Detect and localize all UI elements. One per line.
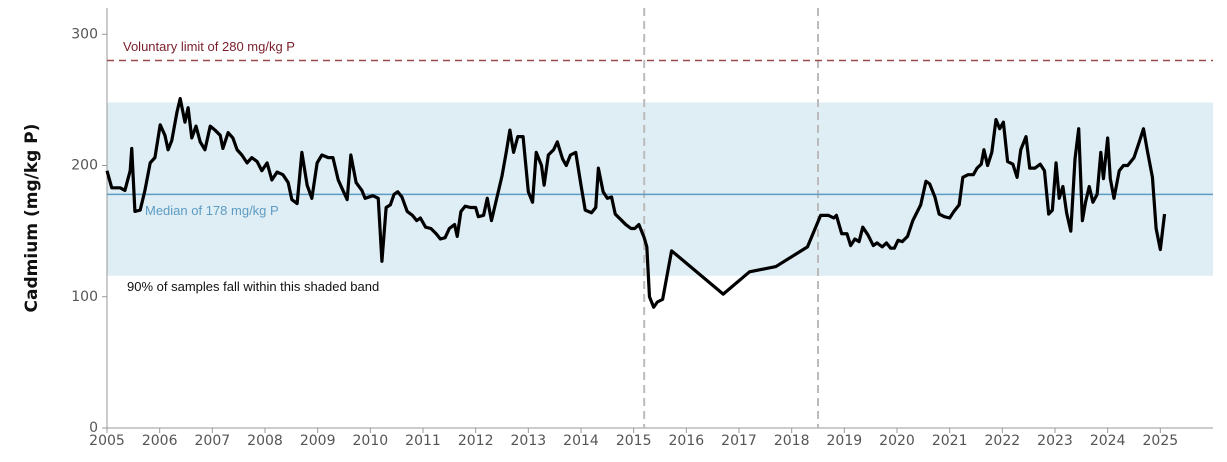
x-tick-label: 2005 [89, 433, 125, 449]
x-tick-label: 2019 [827, 433, 863, 449]
band-label: 90% of samples fall within this shaded b… [127, 279, 379, 294]
x-tick-label: 2021 [932, 433, 968, 449]
cadmium-line [105, 96, 1167, 309]
y-tick-label: 300 [71, 26, 98, 42]
x-tick-label: 2023 [1037, 433, 1073, 449]
y-tick-label: 100 [71, 289, 98, 305]
y-axis-title: Cadmium (mg/kg P) [22, 124, 42, 313]
limit-label: Voluntary limit of 280 mg/kg P [123, 39, 295, 54]
x-tick-label: 2010 [353, 433, 389, 449]
x-tick-label: 2018 [774, 433, 810, 449]
y-tick-label: 200 [71, 158, 98, 174]
x-tick-label: 2006 [142, 433, 178, 449]
x-tick-label: 2012 [458, 433, 494, 449]
x-tick-label: 2022 [985, 433, 1021, 449]
x-tick-label: 2025 [1143, 433, 1179, 449]
x-tick-label: 2009 [300, 433, 336, 449]
x-tick-label: 2017 [721, 433, 757, 449]
x-tick-label: 2016 [669, 433, 705, 449]
x-tick-label: 2024 [1090, 433, 1126, 449]
shaded-band [107, 102, 1213, 276]
x-tick-label: 2011 [405, 433, 441, 449]
x-tick-label: 2020 [879, 433, 915, 449]
y-tick-label: 0 [89, 420, 98, 436]
x-tick-label: 2008 [247, 433, 283, 449]
median-label: Median of 178 mg/kg P [145, 203, 279, 218]
x-tick-label: 2007 [195, 433, 231, 449]
x-tick-label: 2015 [616, 433, 652, 449]
x-tick-label: 2013 [511, 433, 547, 449]
x-tick-label: 2014 [563, 433, 599, 449]
